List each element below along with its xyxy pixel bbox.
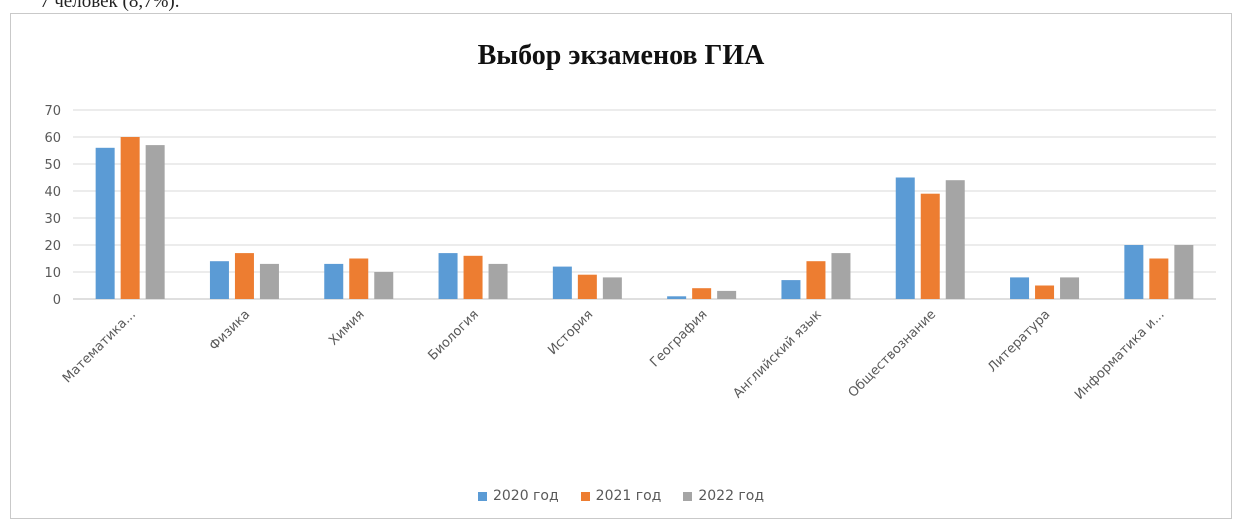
bar (1010, 277, 1030, 299)
bar (602, 277, 622, 299)
legend-item: 2020 год (477, 488, 559, 504)
bar (349, 258, 369, 299)
x-tick-label: История (545, 307, 596, 358)
y-tick-label: 40 (44, 185, 61, 200)
x-tick-label: Химия (326, 307, 367, 348)
bar (95, 147, 115, 299)
x-tick-label: Английский язык (731, 307, 825, 401)
bar (667, 296, 687, 299)
chart-plot-area: 0 10 20 30 40 50 60 70 Математика... Физика Химия Б… (44, 104, 1216, 403)
bar (324, 263, 344, 299)
bar (234, 253, 254, 299)
y-tick-label: 10 (44, 266, 61, 281)
y-tick-label: 70 (44, 104, 61, 119)
legend-swatch (683, 491, 693, 501)
x-tick-label: Биология (426, 307, 482, 363)
x-tick-label: География (647, 307, 710, 370)
legend-swatch (477, 491, 487, 501)
bar (831, 253, 851, 299)
legend-label: 2021 год (595, 488, 662, 504)
x-tick-label: Физика (207, 307, 254, 354)
bar (920, 193, 940, 299)
bar (120, 137, 140, 299)
bar (488, 263, 508, 299)
bar (1035, 285, 1055, 299)
bar (781, 280, 801, 299)
x-tick-label: Математика... (60, 307, 139, 386)
y-tick-label: 30 (44, 212, 61, 227)
bar (209, 261, 229, 299)
bar (1174, 245, 1194, 299)
y-tick-label: 0 (53, 293, 61, 308)
clipped-document-text: 7 человек (8,7%). (40, 0, 180, 12)
legend-label: 2022 год (698, 488, 765, 504)
legend-item: 2022 год (683, 488, 764, 504)
bar (1124, 245, 1144, 299)
bar (1060, 277, 1080, 299)
chart-title: Выбор экзаменов ГИА (477, 40, 765, 71)
bar (438, 253, 458, 299)
bar (463, 255, 483, 299)
x-tick-label: Литература (985, 307, 1053, 375)
y-tick-label: 50 (44, 158, 61, 173)
bar (145, 145, 165, 299)
bar (1149, 258, 1169, 299)
bar (717, 290, 737, 299)
bar (895, 177, 915, 299)
bar (577, 274, 597, 299)
chart-frame: Выбор экзаменов ГИА 0 10 20 30 40 50 60 70 Матем… (10, 13, 1232, 519)
bar (374, 272, 394, 299)
bar (259, 263, 279, 299)
bar (692, 288, 712, 299)
chart-legend: 2020 год 2021 год 2022 год (11, 488, 1231, 504)
bar (945, 180, 965, 299)
legend-swatch (580, 491, 590, 501)
bar (806, 261, 826, 299)
legend-item: 2021 год (580, 488, 662, 504)
x-tick-label: Обществознание (846, 307, 939, 400)
legend-label: 2020 год (492, 488, 559, 504)
y-tick-label: 20 (44, 239, 61, 254)
x-tick-label: Информатика и... (1072, 307, 1168, 403)
bar (552, 266, 572, 299)
y-tick-label: 60 (44, 131, 61, 146)
